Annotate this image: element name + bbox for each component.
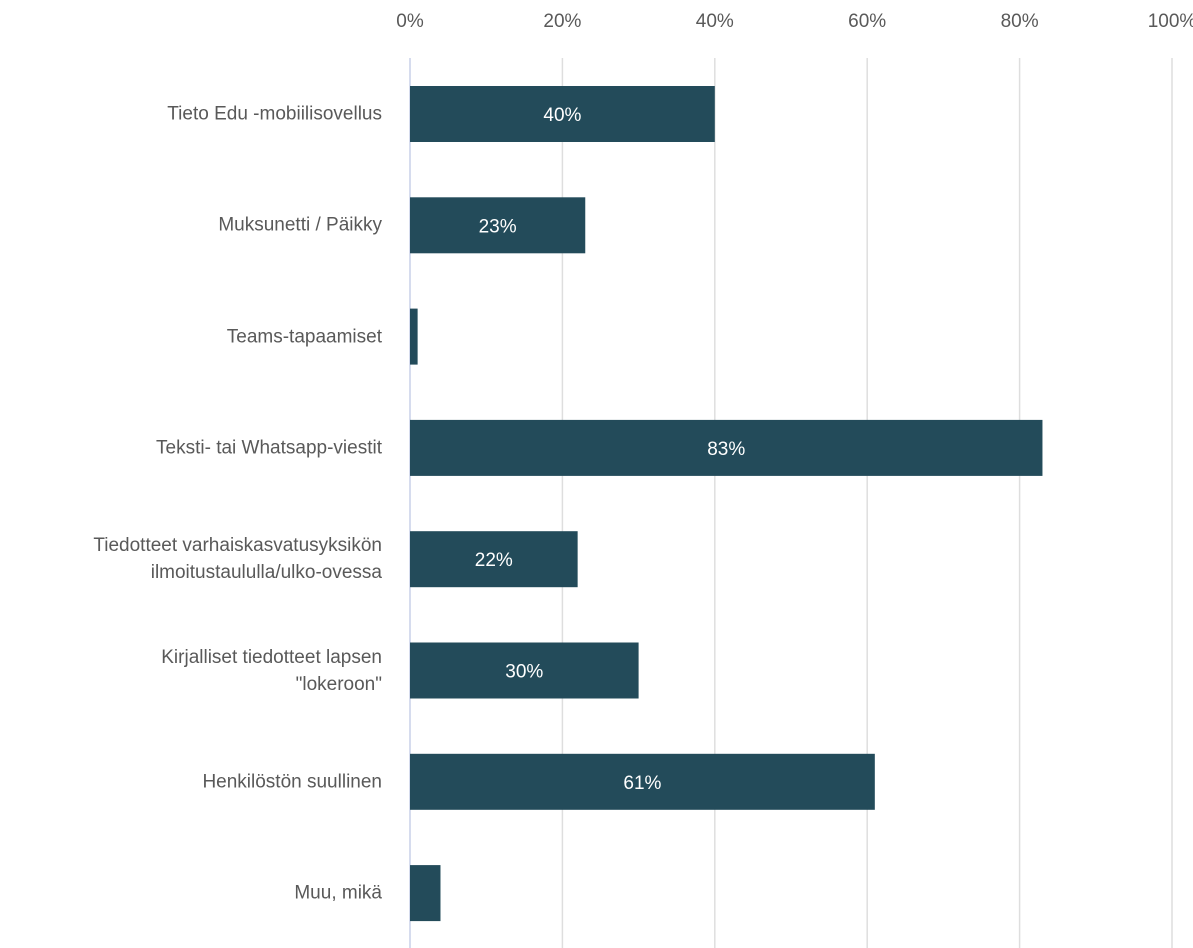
bar (410, 865, 441, 922)
category-label: Tieto Edu -mobiilisovellus (167, 103, 382, 125)
bar (410, 753, 875, 810)
category-label: Tiedotteet varhaiskasvatusyksikön ilmoit… (93, 535, 382, 584)
data-label: 22% (475, 550, 513, 571)
data-label: 23% (479, 216, 517, 237)
category-label: Teksti- tai Whatsapp-viestit (156, 437, 382, 459)
data-label: 30% (505, 662, 543, 683)
category-label: Henkilöstön suullinen (202, 771, 382, 793)
bar (410, 531, 578, 588)
x-tick-label: 20% (543, 11, 581, 32)
x-tick-label: 100% (1148, 11, 1193, 32)
category-label: Muu, mikä (294, 882, 382, 904)
x-tick-label: 0% (396, 11, 424, 32)
x-tick-label: 80% (1001, 11, 1039, 32)
category-label: Muksunetti / Päikky (218, 214, 382, 236)
bar (410, 197, 586, 254)
x-tick-label: 60% (848, 11, 886, 32)
data-label: 40% (543, 105, 581, 126)
category-label: Teams-tapaamiset (226, 326, 382, 348)
bar (410, 419, 1043, 476)
category-label: Kirjalliset tiedotteet lapsen "lokeroon" (161, 646, 382, 695)
data-label: 83% (707, 439, 745, 460)
bar (410, 642, 639, 699)
bar (410, 86, 715, 142)
x-tick-label: 40% (696, 11, 734, 32)
data-label: 61% (623, 773, 661, 794)
bar (410, 308, 418, 365)
